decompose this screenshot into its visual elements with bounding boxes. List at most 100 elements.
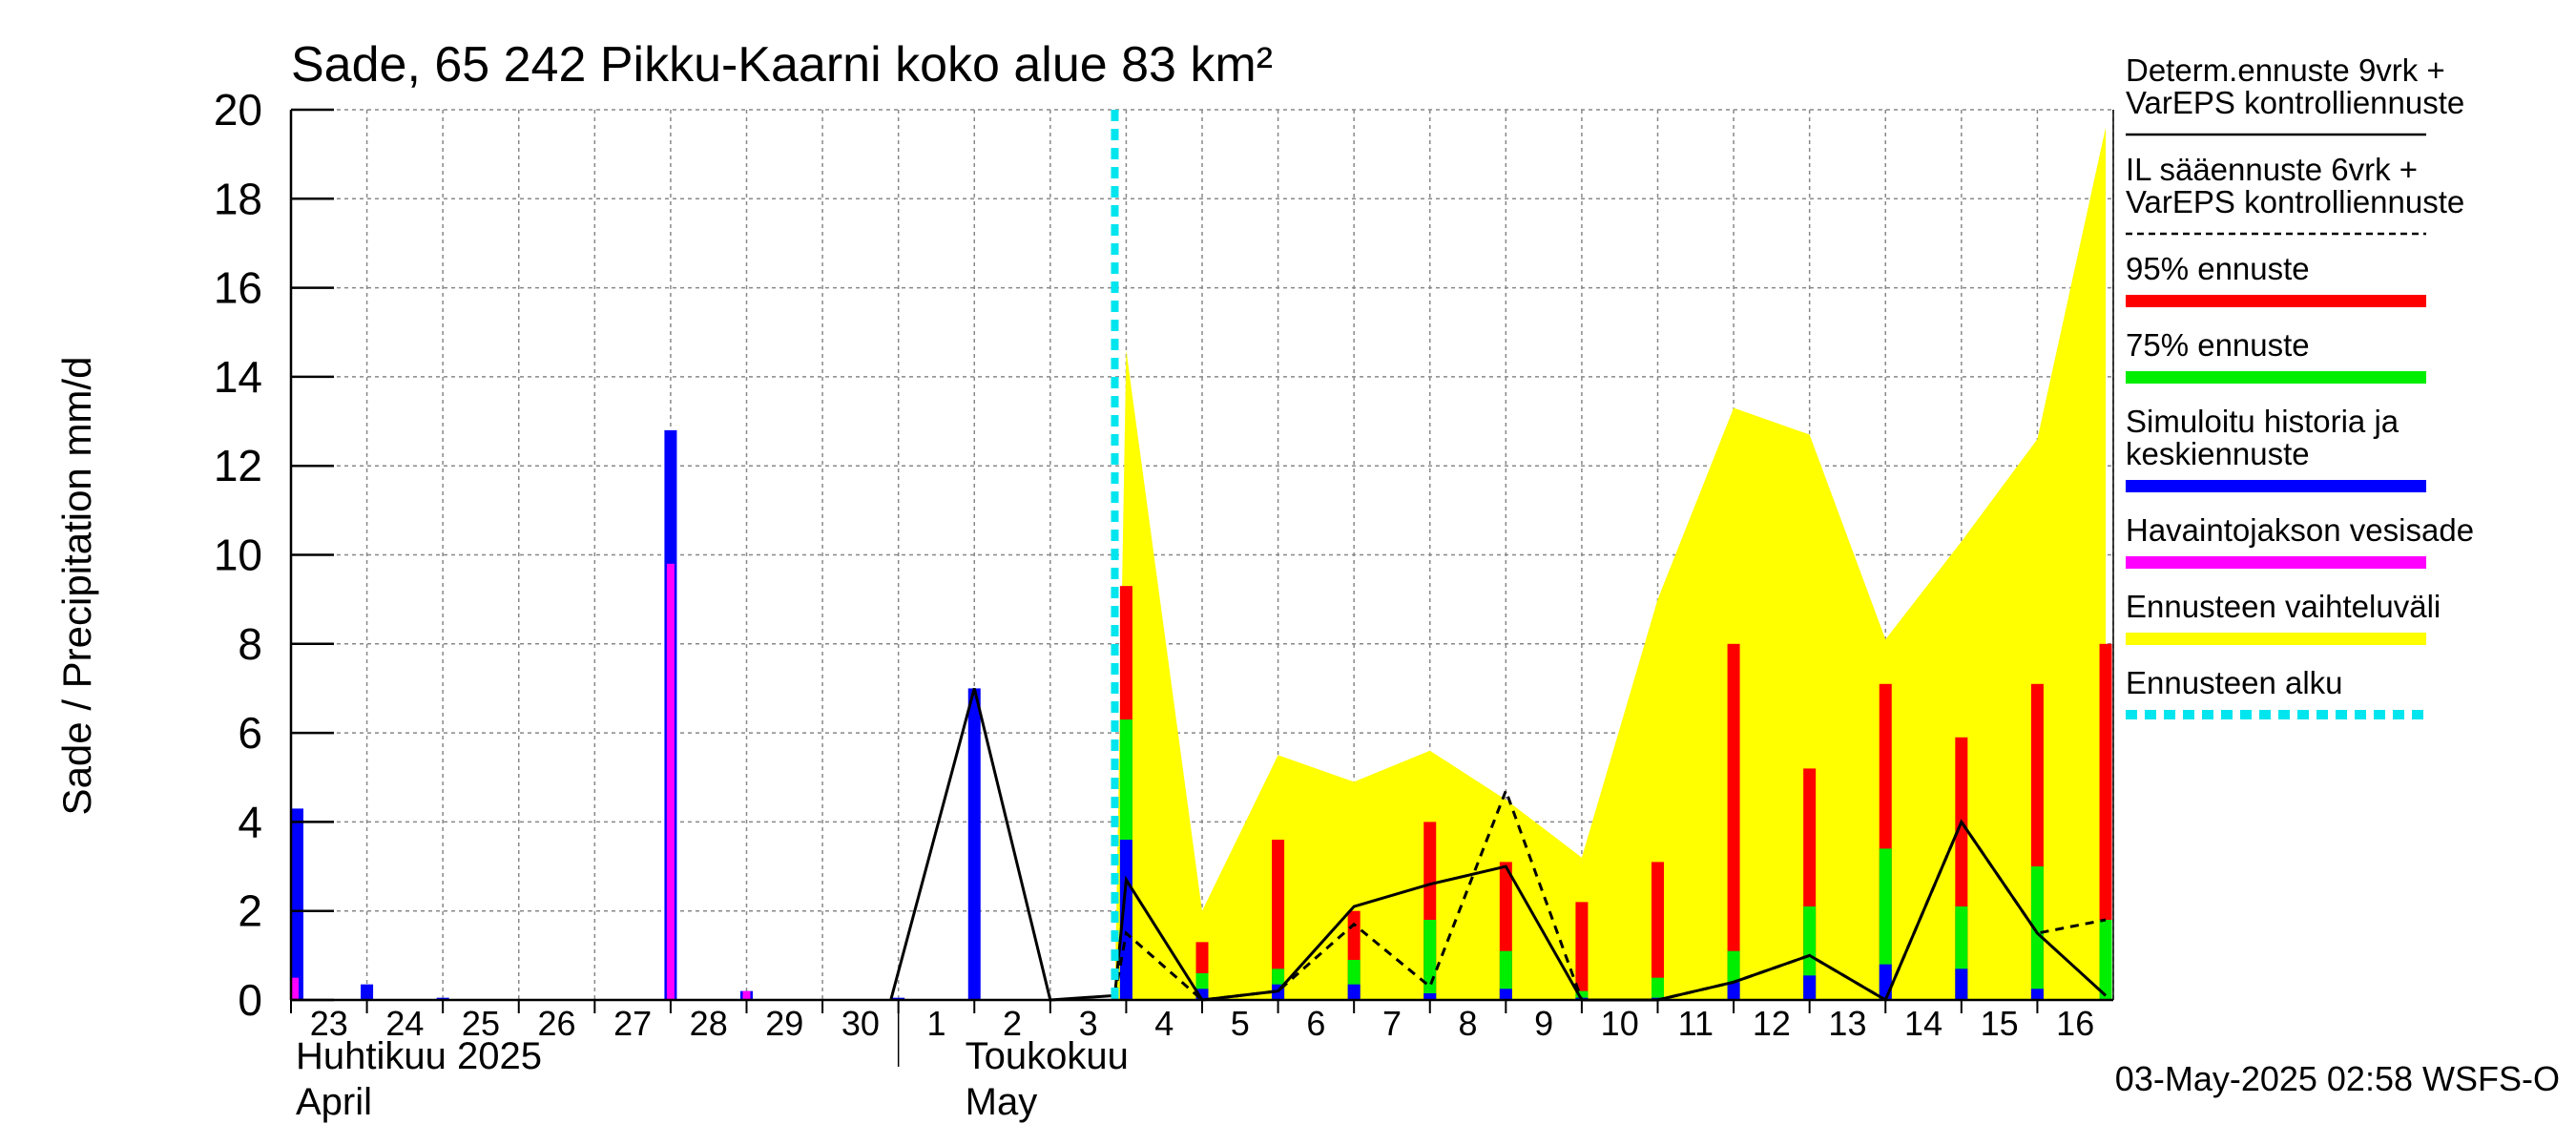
y-tick-label: 0 bbox=[238, 975, 262, 1025]
legend-item: Ennusteen alku bbox=[2126, 665, 2426, 719]
bar-observed bbox=[742, 990, 751, 1000]
month-label-may-fi: Toukokuu bbox=[966, 1035, 1129, 1077]
precipitation-bars bbox=[291, 429, 2112, 1000]
bar-simulated bbox=[1195, 989, 1209, 1000]
x-tick-label: 23 bbox=[310, 1004, 348, 1043]
month-label-april-en: April bbox=[296, 1081, 372, 1123]
bar-95-percent bbox=[1575, 902, 1589, 1000]
legend-label: Determ.ennuste 9vrk + bbox=[2126, 52, 2445, 88]
bar-95-percent bbox=[1727, 643, 1740, 1000]
legend-label: VarEPS kontrolliennuste bbox=[2126, 85, 2464, 120]
x-tick-label: 30 bbox=[841, 1004, 880, 1043]
x-tick-label: 16 bbox=[2056, 1004, 2094, 1043]
legend-swatch bbox=[2126, 633, 2426, 645]
forecast-range-area bbox=[1114, 127, 2107, 1000]
x-tick-label: 15 bbox=[1981, 1004, 2019, 1043]
legend-item: IL sääennuste 6vrk + VarEPS kontrollienn… bbox=[2126, 152, 2464, 236]
legend-item: 95% ennuste bbox=[2126, 251, 2426, 307]
bar-simulated bbox=[361, 984, 374, 1000]
bar-95-percent bbox=[1272, 840, 1285, 1000]
y-tick-label: 18 bbox=[214, 174, 262, 223]
bar-simulated bbox=[2030, 989, 2044, 1000]
legend-item: Ennusteen vaihteluväli bbox=[2126, 589, 2441, 645]
x-tick-label: 29 bbox=[765, 1004, 803, 1043]
x-tick-label: 12 bbox=[1753, 1004, 1791, 1043]
x-tick-label: 24 bbox=[385, 1004, 424, 1043]
legend-label: VarEPS kontrolliennuste bbox=[2126, 184, 2464, 219]
legend-swatch bbox=[2126, 295, 2426, 307]
legend-swatch bbox=[2126, 556, 2426, 569]
bar-simulated bbox=[1499, 989, 1512, 1000]
x-tick-label: 27 bbox=[613, 1004, 652, 1043]
legend-label: 95% ennuste bbox=[2126, 251, 2310, 286]
x-tick-label: 13 bbox=[1828, 1004, 1866, 1043]
bar-simulated bbox=[967, 688, 981, 1000]
bar-75-percent bbox=[1879, 848, 1892, 1000]
legend-label: Havaintojakson vesisade bbox=[2126, 512, 2474, 548]
bar-observed bbox=[666, 563, 675, 1000]
x-tick-label: 8 bbox=[1459, 1004, 1478, 1043]
bar-simulated bbox=[1119, 840, 1132, 1000]
bar-simulated bbox=[1955, 968, 1968, 1000]
x-tick-label: 1 bbox=[926, 1004, 945, 1043]
x-tick-label: 4 bbox=[1154, 1004, 1174, 1043]
y-tick-label: 20 bbox=[214, 85, 262, 135]
x-tick-label: 10 bbox=[1601, 1004, 1639, 1043]
bar-75-percent bbox=[1575, 990, 1589, 1000]
x-tick-label: 28 bbox=[690, 1004, 728, 1043]
bar-simulated bbox=[291, 808, 303, 1000]
footer-timestamp: 03-May-2025 02:58 WSFS-O bbox=[2115, 1059, 2560, 1098]
legend: Determ.ennuste 9vrk +VarEPS kontrollienn… bbox=[2126, 52, 2474, 719]
month-label-may-en: May bbox=[966, 1081, 1038, 1123]
legend-label: keskiennuste bbox=[2126, 436, 2310, 471]
axes bbox=[289, 108, 2114, 1067]
x-tick-label: 6 bbox=[1306, 1004, 1325, 1043]
x-tick-label: 11 bbox=[1678, 1004, 1714, 1043]
y-tick-label: 10 bbox=[214, 531, 262, 580]
x-tick-label: 9 bbox=[1534, 1004, 1553, 1043]
bar-75-percent bbox=[1652, 977, 1664, 1000]
bar-75-percent bbox=[1423, 920, 1437, 1000]
bar-simulated bbox=[1347, 984, 1361, 1000]
legend-label: Ennusteen alku bbox=[2126, 665, 2343, 700]
bar-75-percent bbox=[2099, 920, 2112, 1000]
x-tick-label: 26 bbox=[538, 1004, 576, 1043]
x-tick-label: 3 bbox=[1079, 1004, 1098, 1043]
legend-label: 75% ennuste bbox=[2126, 327, 2310, 363]
x-tick-label: 7 bbox=[1382, 1004, 1402, 1043]
bar-95-percent bbox=[2099, 643, 2112, 1000]
chart-title: Sade, 65 242 Pikku-Kaarni koko alue 83 k… bbox=[291, 37, 1273, 93]
bar-simulated bbox=[1423, 993, 1437, 1000]
legend-label: Ennusteen vaihteluväli bbox=[2126, 589, 2441, 624]
bar-75-percent bbox=[1499, 950, 1512, 1000]
y-tick-label: 12 bbox=[214, 441, 262, 490]
y-tick-label: 8 bbox=[238, 619, 262, 669]
x-tick-label: 2 bbox=[1003, 1004, 1022, 1043]
legend-swatch bbox=[2126, 371, 2426, 384]
y-tick-label: 4 bbox=[238, 797, 262, 846]
bar-95-percent bbox=[1652, 862, 1664, 1000]
x-tick-label: 5 bbox=[1231, 1004, 1250, 1043]
y-tick-label: 6 bbox=[238, 708, 262, 758]
legend-label: IL sääennuste 6vrk + bbox=[2126, 152, 2418, 187]
y-tick-label: 2 bbox=[238, 886, 262, 936]
x-tick-label: 25 bbox=[462, 1004, 500, 1043]
bar-observed bbox=[291, 977, 299, 1000]
bar-simulated bbox=[1727, 982, 1740, 1000]
legend-label: Simuloitu historia ja bbox=[2126, 404, 2399, 439]
month-label-april-fi: Huhtikuu 2025 bbox=[296, 1035, 542, 1077]
legend-item: Havaintojakson vesisade bbox=[2126, 512, 2474, 569]
y-tick-label: 14 bbox=[214, 352, 262, 402]
forecast-range-band bbox=[1114, 127, 2107, 1000]
legend-swatch bbox=[2126, 480, 2426, 492]
x-tick-label: 14 bbox=[1904, 1004, 1942, 1043]
y-axis-label: Sade / Precipitation mm/d bbox=[54, 357, 99, 816]
legend-item: Determ.ennuste 9vrk +VarEPS kontrollienn… bbox=[2126, 52, 2464, 136]
bar-simulated bbox=[1879, 964, 1892, 1000]
bar-simulated bbox=[1803, 975, 1817, 1000]
legend-item: 75% ennuste bbox=[2126, 327, 2426, 384]
y-tick-label: 16 bbox=[214, 263, 262, 313]
